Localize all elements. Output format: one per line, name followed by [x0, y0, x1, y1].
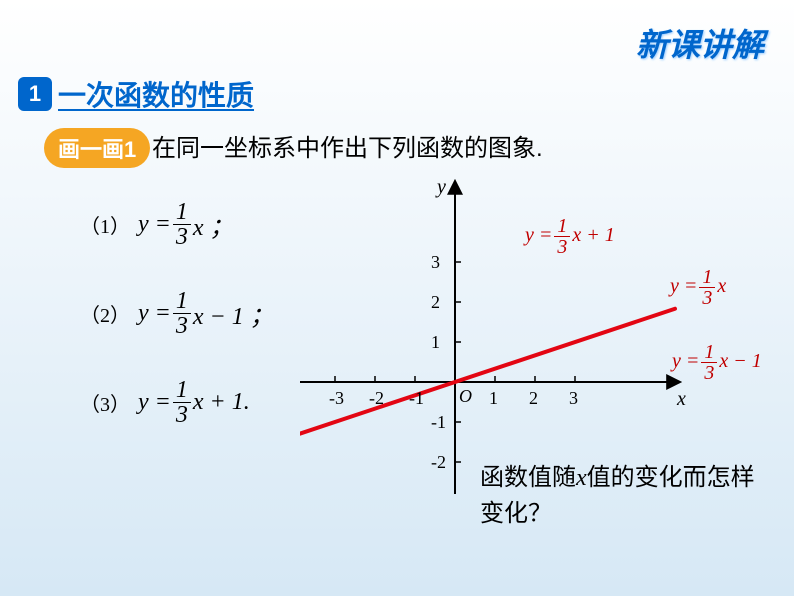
eq-frac-n: 1 [173, 200, 191, 225]
eq-number: （2） [80, 299, 130, 328]
x-axis-label: x [677, 388, 686, 411]
equation-1: （1） y = 13 x ； [80, 200, 274, 249]
eq-suffix: x − 1 ； [193, 296, 274, 331]
eq-frac-n: 1 [173, 378, 191, 403]
section-heading: 1 一次函数的性质 [18, 74, 254, 114]
eq-prefix: y = [138, 211, 171, 238]
activity-pill: 画一画1 [44, 128, 150, 168]
question-var-x: x [576, 465, 587, 491]
eq-frac-d: 3 [173, 314, 191, 338]
y-axis-label: y [437, 176, 446, 199]
section-title: 一次函数的性质 [58, 74, 254, 114]
eq-frac-d: 3 [173, 225, 191, 249]
eq-number: （1） [80, 210, 130, 239]
chart-annotation: y =13x − 1 [672, 342, 762, 383]
question-prefix: 函数值随 [480, 464, 576, 491]
eq-frac-d: 3 [173, 403, 191, 427]
equation-list: （1） y = 13 x ； （2） y = 13 x − 1 ； （3） y … [80, 200, 274, 467]
equation-3: （3） y = 13 x + 1. [80, 378, 274, 427]
chart-annotation: y =13x + 1 [525, 216, 615, 257]
eq-prefix: y = [138, 389, 171, 416]
eq-suffix: x ； [193, 207, 234, 242]
eq-number: （3） [80, 388, 130, 417]
equation-2: （2） y = 13 x − 1 ； [80, 289, 274, 338]
question-text: 函数值随x值的变化而怎样变化？ [480, 460, 770, 532]
eq-suffix: x + 1. [193, 389, 250, 416]
eq-frac-n: 1 [173, 289, 191, 314]
chart-annotation: y =13x [670, 267, 726, 308]
eq-prefix: y = [138, 300, 171, 327]
page-header-title: 新课讲解 [636, 20, 764, 66]
instruction-text: 在同一坐标系中作出下列函数的图象. [152, 128, 543, 163]
section-number-badge: 1 [18, 77, 52, 111]
